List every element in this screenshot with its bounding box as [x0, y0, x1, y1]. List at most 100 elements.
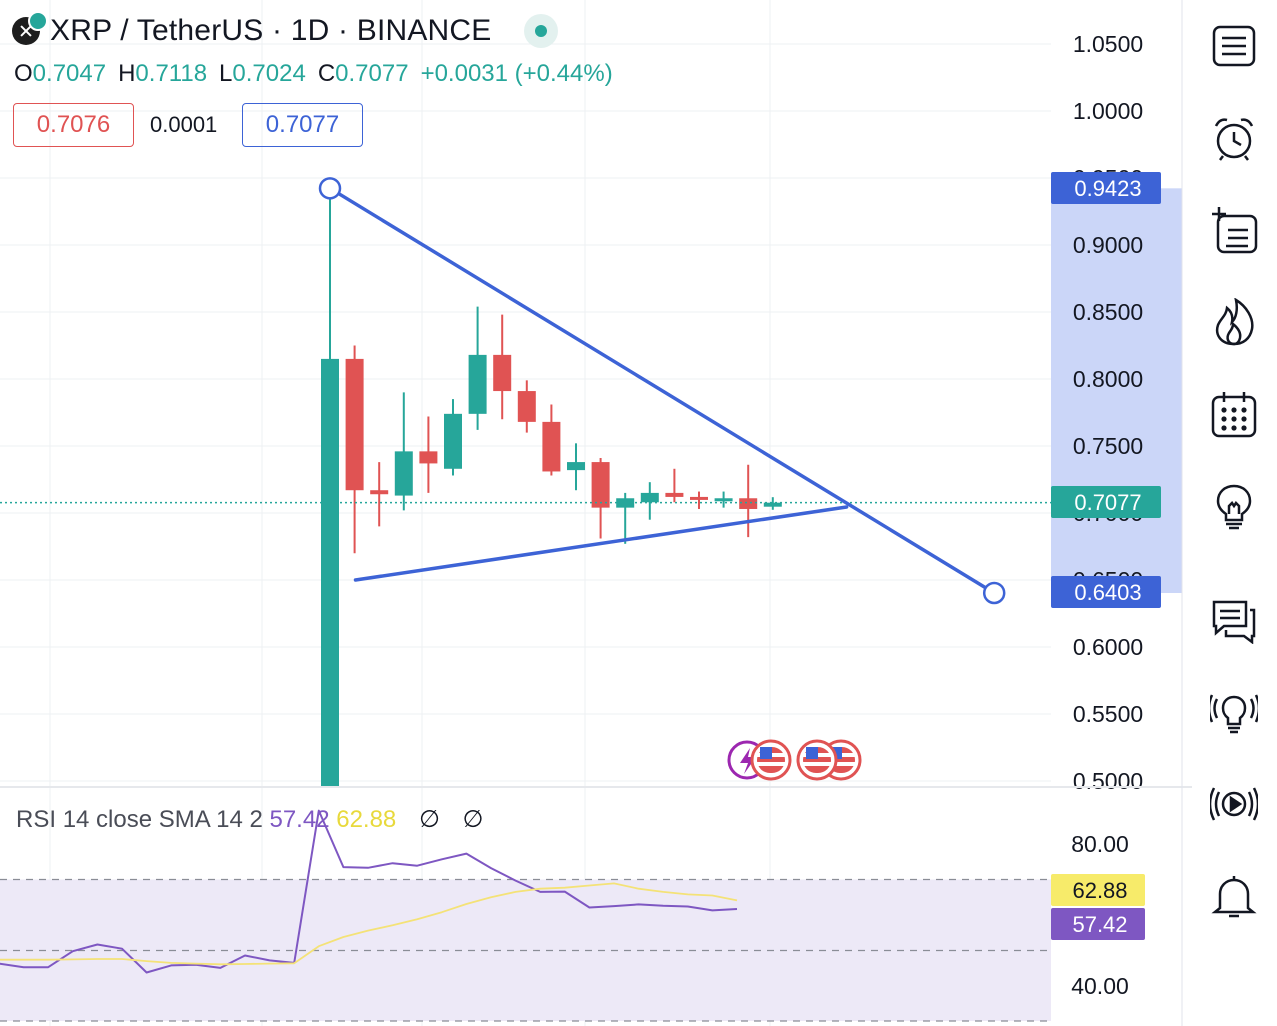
chart-grid	[0, 0, 1051, 1026]
price-tick-label: 1.0500	[1073, 31, 1143, 57]
candle	[370, 462, 389, 527]
candle	[714, 491, 733, 508]
buy-price-button[interactable]: 0.7077	[242, 103, 363, 147]
rsi-sma-legend-value: 62.88	[336, 806, 397, 833]
candle-body	[444, 413, 462, 469]
candle	[493, 314, 512, 420]
low-value: 0.7024	[232, 60, 306, 87]
symbol-title[interactable]: XRP / TetherUS · 1D · BINANCE	[50, 14, 492, 47]
rsi-series	[0, 809, 738, 974]
candle-body	[394, 451, 413, 496]
rsi-sma-label-text: 62.88	[1072, 878, 1127, 903]
candle-body	[567, 462, 585, 471]
price-range-axis-band	[1051, 188, 1182, 593]
rsi-legend-value: 57.42	[269, 806, 330, 833]
trendline[interactable]	[353, 505, 849, 582]
candle	[665, 468, 684, 503]
close-value: 0.7077	[335, 60, 409, 87]
rsi-na-value: ∅	[462, 806, 484, 833]
price-tick-label: 0.8000	[1073, 366, 1143, 392]
trendline-segment	[328, 186, 996, 595]
price-tick-label: 1.0000	[1073, 98, 1143, 124]
rsi-line	[0, 809, 738, 974]
candle	[690, 491, 708, 509]
rsi-axis[interactable]: 80.00 40.00	[1071, 831, 1129, 999]
price-tick-label: 0.5500	[1073, 701, 1143, 727]
trendline-segment	[353, 505, 849, 582]
rsi-tick-label: 80.00	[1071, 831, 1129, 857]
trendline-handle	[318, 177, 342, 200]
rsi-label-text: 57.42	[1072, 912, 1127, 937]
candle	[640, 482, 659, 520]
low-label: L	[219, 60, 233, 87]
trendline[interactable]	[318, 177, 1006, 605]
change-value: +0.0031 (+0.44%)	[420, 60, 613, 87]
range-top-label-text: 0.9423	[1074, 176, 1141, 201]
add-list-icon[interactable]	[1208, 204, 1260, 256]
watchlist-icon[interactable]	[1208, 20, 1260, 72]
sell-price-button[interactable]: 0.7076	[13, 103, 134, 147]
open-value: 0.7047	[32, 60, 107, 87]
range-bottom-label-text: 0.6403	[1074, 580, 1141, 605]
candle-body	[690, 496, 708, 500]
price-tick-label: 0.7500	[1073, 433, 1143, 459]
calendar-icon[interactable]	[1208, 388, 1260, 440]
candle-body	[640, 492, 659, 503]
rsi-sma-line	[0, 882, 738, 966]
candle-body	[321, 358, 339, 787]
candle	[616, 492, 635, 544]
candle-body	[468, 354, 487, 414]
alarm-clock-icon[interactable]	[1208, 112, 1260, 164]
high-label: H	[118, 60, 136, 87]
chat-icon[interactable]	[1208, 594, 1260, 646]
axis-price-labels: 0.9423 0.7077 0.6403 62.88 57.42	[1051, 172, 1161, 940]
rsi-tick-label: 40.00	[1071, 973, 1129, 999]
candle	[468, 306, 487, 430]
candle-body	[714, 498, 733, 502]
candle	[763, 497, 782, 510]
candle-body	[542, 421, 561, 472]
close-label: C	[317, 60, 336, 87]
last-price-label-text: 0.7077	[1074, 490, 1141, 515]
candle-body	[517, 391, 536, 422]
streams-lightbulb-icon[interactable]	[1208, 686, 1260, 738]
broadcast-icon[interactable]	[1208, 778, 1260, 830]
candle	[542, 404, 561, 476]
price-tick-label: 0.8500	[1073, 299, 1143, 325]
chart-canvas[interactable]: 1.05001.00000.95000.90000.85000.80000.75…	[0, 0, 1192, 1026]
right-toolbar	[1192, 0, 1277, 1026]
candle	[444, 399, 462, 476]
candle-body	[591, 462, 610, 508]
open-label: O	[14, 60, 33, 87]
range-bottom-price-label: 0.6403	[1051, 576, 1161, 608]
candle	[517, 380, 536, 433]
trendline-handle	[982, 581, 1006, 605]
notifications-bell-icon[interactable]	[1208, 870, 1260, 922]
candle-body	[419, 451, 438, 464]
market-status-indicator[interactable]	[523, 14, 558, 48]
rsi-sma-value-label: 62.88	[1051, 874, 1145, 906]
rsi-level-lines	[0, 878, 1051, 1022]
xrp-logo-icon	[12, 11, 48, 45]
us-flag-event-icon[interactable]	[750, 739, 792, 781]
candle	[739, 464, 758, 538]
candlestick-series	[321, 194, 782, 787]
symbol-header[interactable]: XRP / TetherUS · 1D · BINANCE	[12, 11, 558, 48]
price-tick-label: 0.6000	[1073, 634, 1143, 660]
us-flag-event-icon[interactable]	[796, 739, 838, 781]
rsi-indicator-params[interactable]: 14 close SMA 14 2	[62, 806, 263, 833]
ohlc-legend: O0.7047 H0.7118 L0.7024 C0.7077 +0.0031 (+0.…	[14, 60, 613, 88]
candle	[591, 458, 610, 539]
rsi-legend[interactable]: RSI 14 close SMA 14 2 57.42 62.88 ∅ ∅	[16, 805, 483, 834]
hotlist-flame-icon[interactable]	[1208, 296, 1260, 348]
economic-events[interactable]	[727, 739, 862, 781]
price-tick-label: 0.5000	[1073, 768, 1143, 794]
candle	[394, 392, 413, 511]
idea-lightbulb-icon[interactable]	[1208, 480, 1260, 532]
last-price-label: 0.7077	[1051, 486, 1161, 518]
candle-body	[763, 502, 782, 507]
trendline-drawings[interactable]	[318, 177, 1006, 605]
candle	[321, 194, 339, 787]
rsi-indicator-name[interactable]: RSI	[16, 806, 57, 833]
range-top-price-label: 0.9423	[1051, 172, 1161, 204]
